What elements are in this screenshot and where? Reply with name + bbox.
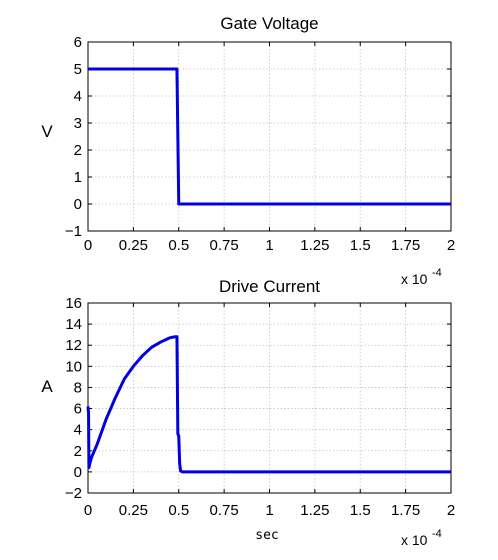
y-tick-label: 4 [74,422,82,439]
x-tick-label: 0.75 [210,502,239,519]
chart-title: Gate Voltage [220,14,318,33]
x-tick-label: 1 [265,502,273,519]
x-tick-label: 0 [84,237,92,254]
x-tick-label: 1.75 [391,237,420,254]
y-tick-label: 8 [74,379,82,396]
gate-voltage-series-line [88,67,451,206]
y-tick-label: 5 [74,61,82,78]
y-tick-label: 0 [74,196,82,213]
x-axis-label: sec [255,528,278,543]
y-axis-label: A [41,377,53,396]
x-axis-multiplier-exponent: -4 [432,528,442,540]
x-tick-label: 0.5 [168,502,189,519]
x-tick-label: 0.5 [168,237,189,254]
y-tick-label: 4 [74,88,82,105]
y-tick-label: 2 [74,142,82,159]
y-axis-label: V [41,122,53,141]
drive-current-series-line [86,335,451,474]
x-tick-label: 1.75 [391,502,420,519]
x-tick-label: 1.5 [350,237,371,254]
x-tick-label: 2 [447,502,455,519]
y-tick-label: 2 [74,443,82,460]
x-tick-label: 0 [84,502,92,519]
y-tick-label: 14 [65,316,82,333]
y-tick-label: 6 [74,34,82,51]
drive-current-panel: 0 0.25 0.5 0.75 1 1.25 1.5 1.75 2−20246810121416… [41,277,455,548]
x-tick-label: 2 [447,237,455,254]
x-tick-label: 0.25 [119,237,148,254]
y-tick-label: −2 [65,485,82,502]
y-tick-label: 16 [65,295,82,312]
x-axis-multiplier-exponent: -4 [432,267,442,279]
x-tick-label: 1.25 [300,237,329,254]
y-tick-label: 6 [74,401,82,418]
y-tick-label: 1 [74,169,82,186]
x-axis-multiplier: x 10 [401,532,428,548]
x-tick-label: 0.75 [210,237,239,254]
x-tick-label: 0.25 [119,502,148,519]
y-tick-label: −1 [65,223,82,240]
x-tick-label: 1.25 [300,502,329,519]
y-tick-label: 12 [65,337,82,354]
chart-title: Drive Current [219,277,320,296]
x-tick-label: 1.5 [350,502,371,519]
y-tick-label: 0 [74,464,82,481]
y-tick-label: 10 [65,358,82,375]
y-tick-label: 3 [74,115,82,132]
x-axis-multiplier: x 10 [401,271,428,287]
x-tick-label: 1 [265,237,273,254]
